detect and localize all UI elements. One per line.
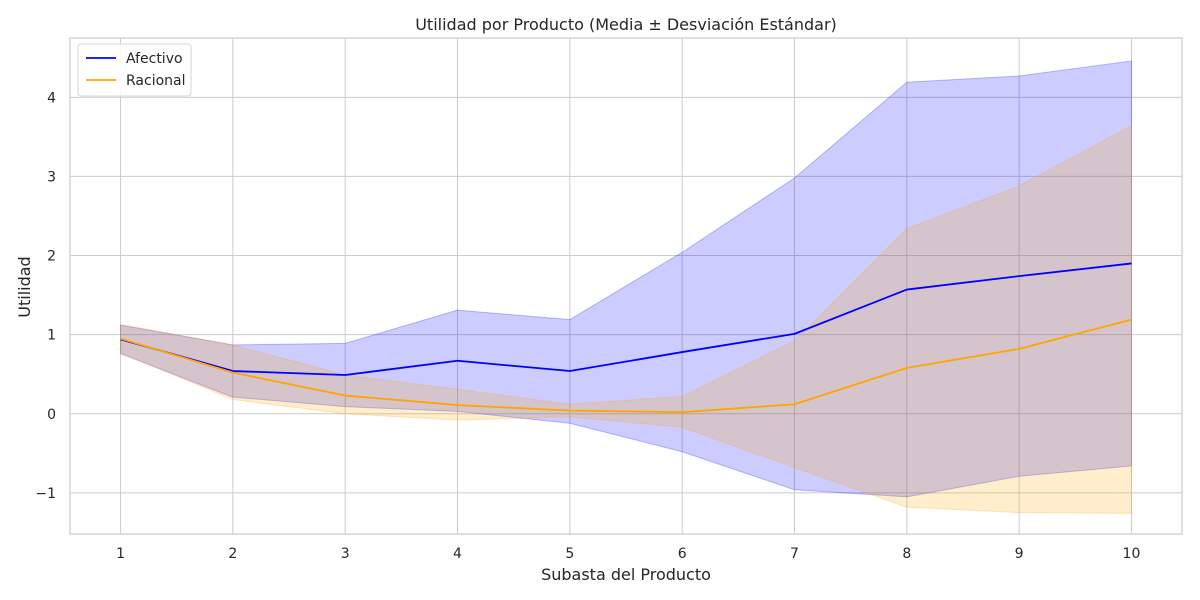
x-axis-title: Subasta del Producto [541,565,711,584]
plot-background [70,38,1182,534]
x-tick-label: 1 [116,546,125,562]
std-band-afectivo [120,60,1132,498]
x-tick-label: 5 [565,546,574,562]
std-bands [120,60,1132,514]
x-tick-label: 9 [1015,546,1024,562]
legend: Afectivo Racional [77,43,192,97]
legend-label-racional: Racional [126,73,186,89]
x-tick-label: 10 [1123,546,1141,562]
x-tick-labels: 1 2 3 4 5 6 7 8 9 10 [116,546,1140,562]
y-tick-label: 3 [47,169,56,185]
legend-label-afectivo: Afectivo [126,51,183,67]
x-tick-label: 8 [902,546,911,562]
x-gridlines [120,38,1132,534]
y-tick-label: −1 [35,486,56,502]
mean-line-racional [120,318,1132,414]
y-tick-label: 4 [47,90,56,106]
x-tick-label: 4 [453,546,462,562]
chart-title: Utilidad por Producto (Media ± Desviació… [415,15,837,34]
x-tick-label: 2 [228,546,237,562]
legend-box [77,43,192,97]
y-gridlines [70,96,1182,494]
x-tick-label: 6 [678,546,687,562]
y-tick-label: 0 [47,407,56,423]
y-axis-title: Utilidad [15,256,34,317]
x-tick-label: 3 [341,546,350,562]
y-tick-label: 1 [47,328,56,344]
std-band-racional [120,124,1132,514]
x-tick-label: 7 [790,546,799,562]
y-tick-label: 2 [47,249,56,265]
plot-frame [69,37,1183,535]
mean-lines [120,262,1132,414]
y-tick-labels: −1 0 1 2 3 4 [35,90,56,502]
mean-line-afectivo [120,262,1132,376]
